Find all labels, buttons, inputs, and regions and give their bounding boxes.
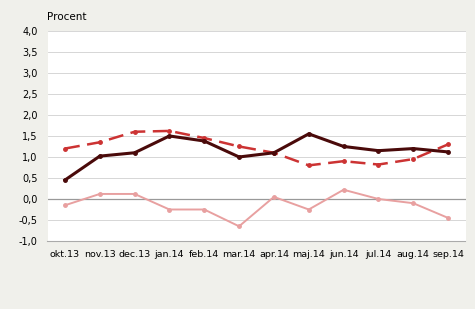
Text: Procent: Procent [48,12,87,23]
